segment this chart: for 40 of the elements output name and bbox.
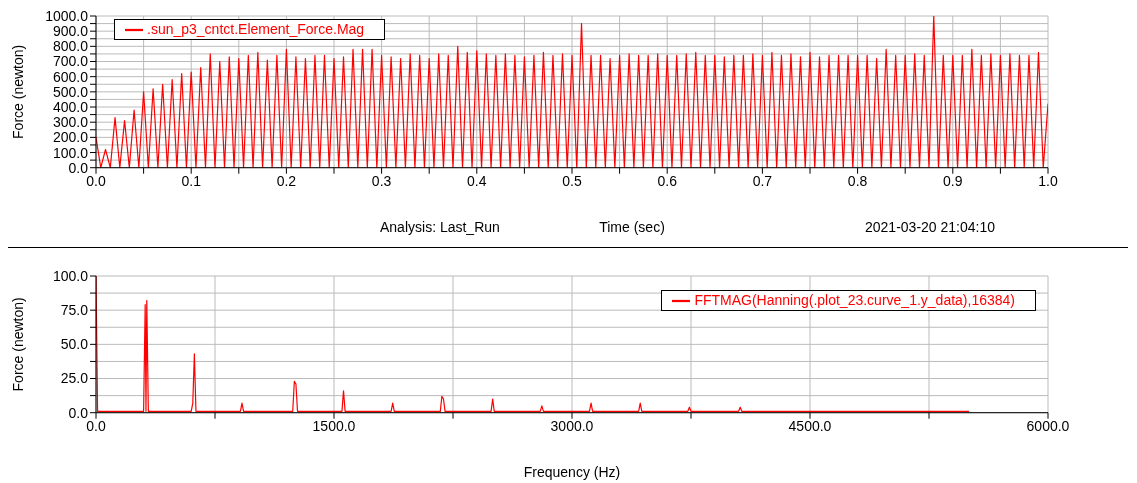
x-tick-label: 6000.0: [1026, 417, 1070, 434]
x-tick-label: 0.0: [86, 417, 106, 434]
legend-label: FFTMAG(Hanning(.plot_23.curve_1.y_data),16384): [694, 292, 1015, 308]
text: 2021-03-20 21:04:10: [865, 219, 995, 235]
x-tick-label: 0.9: [943, 172, 963, 189]
x-tick-label: 3000.0: [550, 417, 594, 434]
x-tick-label: 0.5: [562, 172, 582, 189]
x-tick-label: 0.6: [657, 172, 678, 189]
y-tick-label: 200.0: [52, 129, 89, 146]
x-tick-label: 4500.0: [788, 417, 832, 434]
y-axis-title: Force (newton): [9, 297, 26, 392]
y-tick-label: 75.0: [60, 302, 89, 319]
x-tick-label: 0.3: [371, 172, 392, 189]
y-tick-label: 50.0: [60, 336, 89, 353]
legend-label: .sun_p3_cntct.Element_Force.Mag: [147, 21, 365, 37]
x-tick-label: 0.1: [181, 172, 202, 189]
x-axis-title: Frequency (Hz): [523, 464, 621, 480]
y-tick-label: 100.0: [52, 267, 89, 284]
y-tick-label: 700.0: [52, 53, 89, 70]
y-tick-label: 0.0: [68, 404, 89, 421]
text: Analysis: Last_Run: [380, 219, 500, 235]
y-tick-label: 300.0: [52, 114, 89, 131]
y-tick-label: 900.0: [52, 23, 89, 40]
y-tick-label: 500.0: [52, 83, 89, 100]
y-tick-label: 100.0: [52, 144, 89, 161]
x-tick-label: 1.0: [1038, 172, 1058, 189]
x-tick-label: 1500.0: [312, 417, 356, 434]
y-tick-label: 600.0: [52, 68, 89, 85]
x-tick-label: 0.4: [467, 172, 487, 189]
x-tick-label: 0.0: [86, 172, 106, 189]
x-tick-label: 0.8: [847, 172, 868, 189]
y-tick-label: 800.0: [52, 38, 89, 55]
y-tick-label: 25.0: [60, 370, 89, 387]
y-axis-title: Force (newton): [9, 44, 26, 139]
x-tick-label: 0.7: [752, 172, 773, 189]
x-axis-title: Time (sec): [599, 219, 665, 235]
y-tick-label: 0.0: [68, 159, 89, 176]
y-tick-label: 1000.0: [45, 7, 89, 24]
y-tick-label: 400.0: [52, 98, 89, 115]
x-tick-label: 0.2: [276, 172, 297, 189]
